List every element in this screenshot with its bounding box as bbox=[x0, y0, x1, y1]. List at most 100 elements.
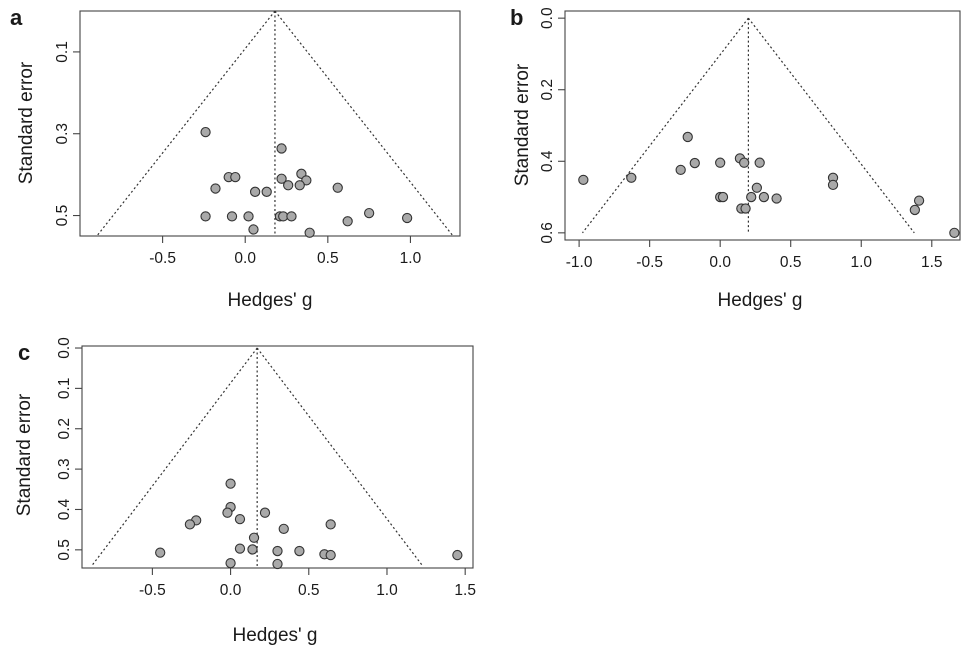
study-point bbox=[261, 186, 272, 197]
panel-label: c bbox=[18, 340, 30, 365]
study-point bbox=[210, 183, 221, 194]
study-point bbox=[754, 157, 765, 168]
funnel-left-line bbox=[96, 10, 276, 237]
y-axis-title: Standard error bbox=[512, 63, 533, 186]
x-tick-label: 0.5 bbox=[317, 250, 339, 267]
study-point bbox=[717, 191, 729, 203]
funnel-right-line bbox=[274, 10, 454, 237]
study-point bbox=[740, 203, 751, 214]
study-point bbox=[715, 157, 726, 168]
study-point bbox=[247, 544, 258, 555]
study-point bbox=[913, 195, 925, 206]
x-tick-label: 0.0 bbox=[709, 254, 731, 271]
y-tick-label: 0.5 bbox=[54, 205, 71, 227]
study-point bbox=[248, 532, 260, 543]
study-point bbox=[739, 157, 750, 168]
study-point bbox=[304, 227, 315, 238]
panel-b: b -1.0 -0.5 0.0 0.5 1.0 1.5 0.0 0.2 0.4 0.6 Hedges'… bbox=[510, 5, 961, 311]
study-point bbox=[283, 180, 294, 191]
study-point bbox=[401, 212, 413, 224]
study-point bbox=[243, 211, 254, 222]
x-tick-label: 0.5 bbox=[780, 254, 802, 271]
study-point bbox=[689, 157, 700, 169]
y-tick-label: 0.0 bbox=[539, 7, 556, 29]
y-tick-label: 0.2 bbox=[56, 418, 73, 440]
study-point bbox=[949, 227, 960, 238]
study-point bbox=[909, 204, 921, 216]
x-tick-label: 0.0 bbox=[220, 582, 242, 599]
study-point bbox=[184, 519, 196, 530]
study-point bbox=[155, 547, 166, 558]
study-point bbox=[225, 558, 236, 569]
study-point bbox=[746, 191, 757, 203]
y-tick-label: 0.2 bbox=[539, 79, 556, 101]
x-axis-title: Hedges' g bbox=[718, 290, 803, 311]
x-tick-label: 1.0 bbox=[400, 250, 422, 267]
y-tick-label: 0.4 bbox=[539, 150, 556, 172]
plot-frame bbox=[79, 10, 461, 237]
panel-label: a bbox=[10, 5, 23, 30]
y-axis-title: Standard error bbox=[16, 61, 37, 184]
study-point bbox=[758, 191, 770, 203]
study-point bbox=[363, 207, 375, 219]
y-tick-label: 0.3 bbox=[54, 123, 71, 145]
study-point bbox=[200, 211, 211, 222]
study-point bbox=[230, 171, 241, 183]
y-tick-label: 0.3 bbox=[56, 458, 73, 480]
study-point bbox=[751, 182, 763, 193]
study-point bbox=[276, 173, 287, 184]
funnel-right-line bbox=[256, 347, 424, 567]
y-tick-label: 0.6 bbox=[539, 222, 556, 244]
plot-frame bbox=[564, 10, 961, 241]
x-tick-label: 0.0 bbox=[234, 250, 256, 267]
study-point bbox=[225, 478, 236, 489]
study-point bbox=[682, 131, 693, 143]
x-axis-title: Hedges' g bbox=[233, 625, 318, 646]
study-point bbox=[675, 164, 686, 176]
study-point bbox=[325, 519, 336, 530]
study-point bbox=[276, 143, 287, 154]
y-tick-label: 0.4 bbox=[56, 498, 73, 520]
study-point bbox=[286, 211, 297, 222]
y-tick-label: 0.0 bbox=[56, 337, 73, 359]
x-tick-label: -1.0 bbox=[566, 254, 593, 271]
x-tick-label: -0.5 bbox=[149, 250, 176, 267]
x-axis-title: Hedges' g bbox=[228, 290, 313, 311]
funnel-left-line bbox=[91, 347, 258, 567]
y-tick-label: 0.1 bbox=[54, 41, 71, 63]
x-tick-label: -0.5 bbox=[139, 582, 166, 599]
study-point bbox=[234, 543, 246, 554]
study-point bbox=[294, 180, 305, 191]
y-tick-label: 0.1 bbox=[56, 378, 73, 400]
study-point bbox=[272, 545, 283, 557]
study-point bbox=[771, 193, 782, 204]
study-point bbox=[452, 549, 463, 561]
study-point bbox=[249, 186, 261, 197]
study-point bbox=[342, 216, 353, 227]
panel-label: b bbox=[510, 5, 523, 30]
x-tick-label: -0.5 bbox=[636, 254, 663, 271]
study-point bbox=[278, 523, 289, 534]
funnel-right-line bbox=[747, 17, 915, 234]
study-point bbox=[234, 514, 246, 525]
study-point bbox=[325, 549, 336, 561]
y-tick-label: 0.5 bbox=[56, 539, 73, 561]
study-point bbox=[248, 224, 259, 235]
panel-a: a -0.5 0.0 0.5 1.0 0.1 0.3 0.5 Hedges' g Standard… bbox=[10, 5, 461, 311]
study-point bbox=[827, 179, 839, 191]
funnel-left-line bbox=[582, 17, 749, 234]
x-tick-label: 1.5 bbox=[921, 254, 943, 271]
study-point bbox=[259, 507, 271, 518]
study-point bbox=[332, 182, 343, 193]
x-tick-label: 1.0 bbox=[850, 254, 872, 271]
study-point bbox=[226, 211, 238, 222]
study-point bbox=[222, 507, 233, 518]
x-tick-label: 0.5 bbox=[298, 582, 320, 599]
study-point bbox=[294, 545, 305, 557]
y-axis-title: Standard error bbox=[14, 393, 35, 516]
x-tick-label: 1.0 bbox=[376, 582, 398, 599]
study-point bbox=[578, 174, 589, 186]
plot-frame bbox=[81, 345, 474, 569]
study-point bbox=[272, 558, 283, 570]
